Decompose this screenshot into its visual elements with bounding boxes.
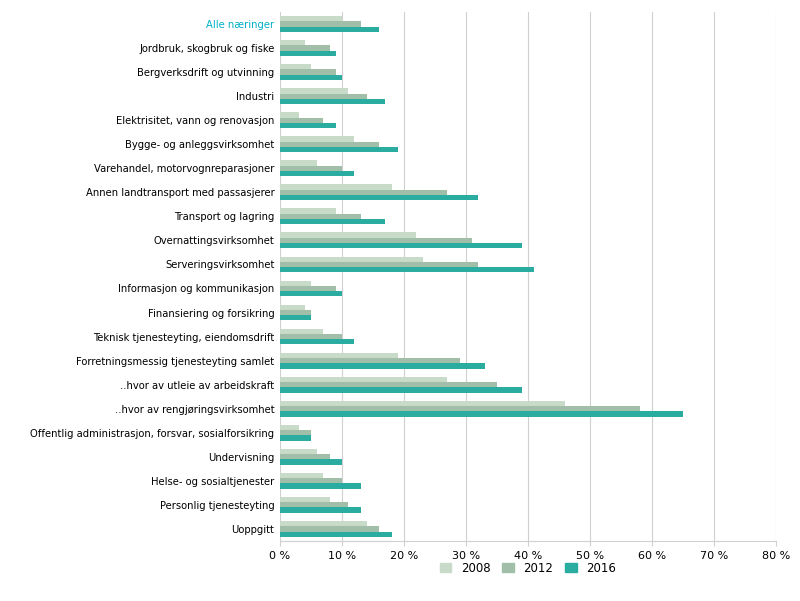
Bar xyxy=(280,238,472,243)
Bar xyxy=(280,281,311,286)
Bar xyxy=(280,185,392,190)
Bar xyxy=(280,387,522,392)
Bar xyxy=(280,363,485,368)
Bar xyxy=(280,531,392,537)
Bar xyxy=(280,190,447,195)
Bar xyxy=(280,99,386,104)
Bar xyxy=(280,267,534,272)
Bar xyxy=(280,123,336,128)
Bar xyxy=(280,16,342,22)
Bar xyxy=(280,502,348,507)
Bar xyxy=(280,257,422,262)
Bar xyxy=(280,233,416,238)
Bar xyxy=(280,430,311,435)
Bar xyxy=(280,382,497,387)
Bar xyxy=(280,329,323,334)
Bar xyxy=(280,478,342,483)
Bar xyxy=(280,339,354,344)
Bar xyxy=(280,454,330,459)
Bar xyxy=(280,291,342,296)
Bar xyxy=(280,46,330,50)
Bar xyxy=(280,411,683,416)
Bar xyxy=(280,406,640,411)
Bar xyxy=(280,214,361,219)
Bar xyxy=(280,334,342,339)
Bar xyxy=(280,160,317,166)
Bar xyxy=(280,50,336,56)
Bar xyxy=(280,70,336,75)
Bar xyxy=(280,136,354,142)
Bar xyxy=(280,286,336,291)
Bar xyxy=(280,166,342,171)
Bar xyxy=(280,94,366,99)
Bar xyxy=(280,353,398,358)
Bar xyxy=(280,401,565,406)
Bar xyxy=(280,171,354,176)
Bar xyxy=(280,507,361,513)
Bar xyxy=(280,473,323,478)
Bar xyxy=(280,75,342,80)
Bar xyxy=(280,112,298,118)
Bar xyxy=(280,142,379,147)
Bar xyxy=(280,459,342,465)
Bar xyxy=(280,262,478,267)
Bar xyxy=(280,26,379,32)
Bar xyxy=(280,358,460,363)
Bar xyxy=(280,243,522,248)
Bar xyxy=(280,526,379,531)
Bar xyxy=(280,40,305,46)
Bar xyxy=(280,435,311,441)
Bar xyxy=(280,425,298,430)
Bar xyxy=(280,195,478,200)
Bar xyxy=(280,377,447,382)
Bar xyxy=(280,209,336,214)
Bar xyxy=(280,88,348,94)
Bar xyxy=(280,305,305,310)
Bar xyxy=(280,147,398,152)
Legend: 2008, 2012, 2016: 2008, 2012, 2016 xyxy=(440,562,616,575)
Bar xyxy=(280,521,366,526)
Bar xyxy=(280,118,323,123)
Bar xyxy=(280,64,311,70)
Bar xyxy=(280,315,311,320)
Bar xyxy=(280,483,361,489)
Bar xyxy=(280,449,317,454)
Bar xyxy=(280,497,330,502)
Bar xyxy=(280,22,361,26)
Bar xyxy=(280,219,386,224)
Bar xyxy=(280,310,311,315)
